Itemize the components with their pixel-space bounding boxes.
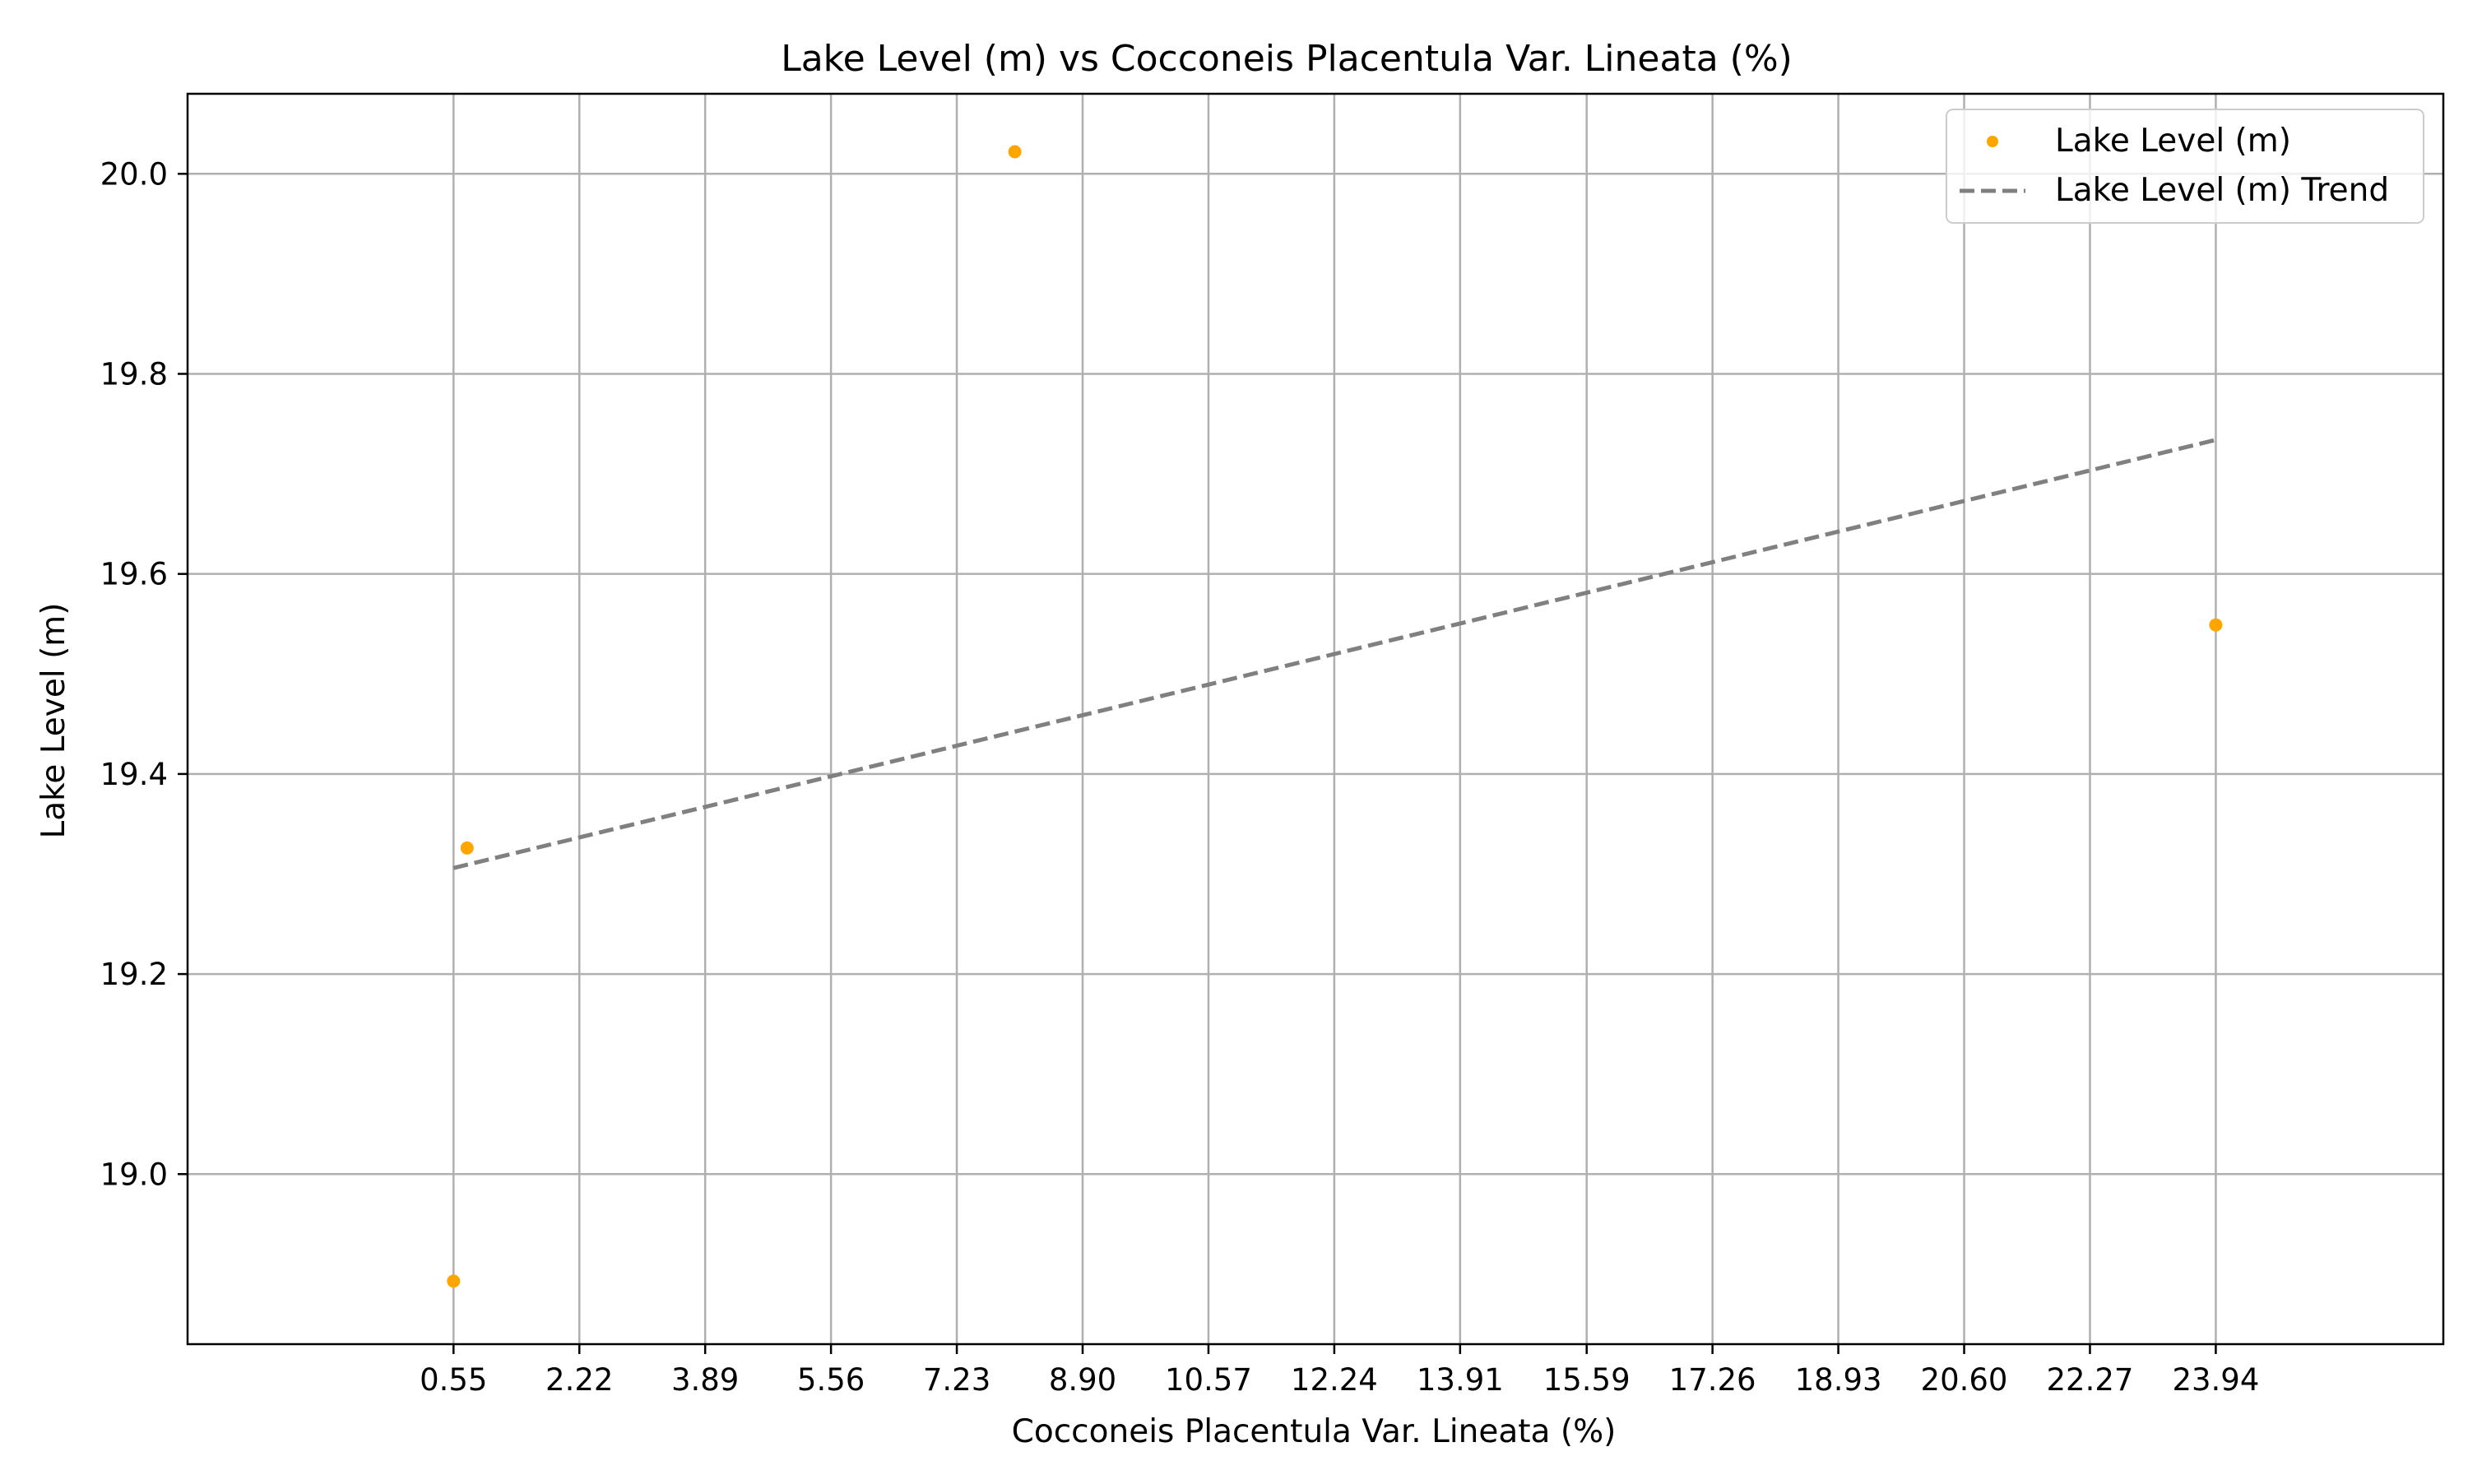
x-tick-label: 0.55	[420, 1362, 487, 1398]
points-layer	[447, 145, 2223, 1288]
x-tick-label: 17.26	[1669, 1362, 1756, 1398]
scatter-point	[2209, 618, 2223, 632]
y-tick-label: 19.8	[100, 356, 168, 392]
x-tick-label: 15.59	[1543, 1362, 1631, 1398]
x-tick-label: 12.24	[1291, 1362, 1378, 1398]
scatter-point	[1008, 145, 1022, 159]
grid	[188, 94, 2443, 1344]
y-tick-label: 20.0	[100, 156, 168, 192]
legend-label-trend: Lake Level (m) Trend	[2055, 172, 2389, 209]
scatter-point	[447, 1274, 461, 1288]
x-tick-label: 10.57	[1165, 1362, 1252, 1398]
legend-box	[1946, 109, 2424, 224]
x-axis-label: Cocconeis Placentula Var. Lineata (%)	[1012, 1413, 1617, 1450]
legend-scatter-marker	[1987, 136, 1998, 147]
x-tick-label: 3.89	[671, 1362, 739, 1398]
x-tick-label: 5.56	[797, 1362, 865, 1398]
x-tick-label: 20.60	[1921, 1362, 2008, 1398]
scatter-point	[460, 841, 474, 855]
y-axis-ticks: 19.0 19.2 19.4 19.6 19.8 20.0	[100, 156, 188, 1192]
x-tick-label: 18.93	[1795, 1362, 1882, 1398]
y-tick-label: 19.0	[100, 1157, 168, 1192]
legend: Lake Level (m) Lake Level (m) Trend	[1946, 109, 2424, 224]
x-tick-label: 23.94	[2172, 1362, 2259, 1398]
y-tick-label: 19.6	[100, 557, 168, 592]
x-tick-label: 13.91	[1417, 1362, 1504, 1398]
trend-line	[452, 438, 2217, 870]
chart-title: Lake Level (m) vs Cocconeis Placentula V…	[781, 38, 1793, 80]
x-tick-label: 2.22	[545, 1362, 613, 1398]
x-tick-label: 8.90	[1049, 1362, 1116, 1398]
y-axis-label: Lake Level (m)	[35, 603, 72, 839]
x-tick-label: 7.23	[923, 1362, 990, 1398]
trend-layer	[452, 438, 2217, 870]
plot-frame	[186, 92, 2445, 1346]
y-tick-label: 19.2	[100, 957, 168, 992]
y-tick-label: 19.4	[100, 757, 168, 792]
x-axis-ticks: 0.55 2.22 3.89 5.56 7.23 8.90 10.57 12.24 13.91 1…	[420, 1344, 2259, 1398]
x-tick-label: 22.27	[2047, 1362, 2134, 1398]
legend-label-lake-level: Lake Level (m)	[2055, 123, 2291, 160]
